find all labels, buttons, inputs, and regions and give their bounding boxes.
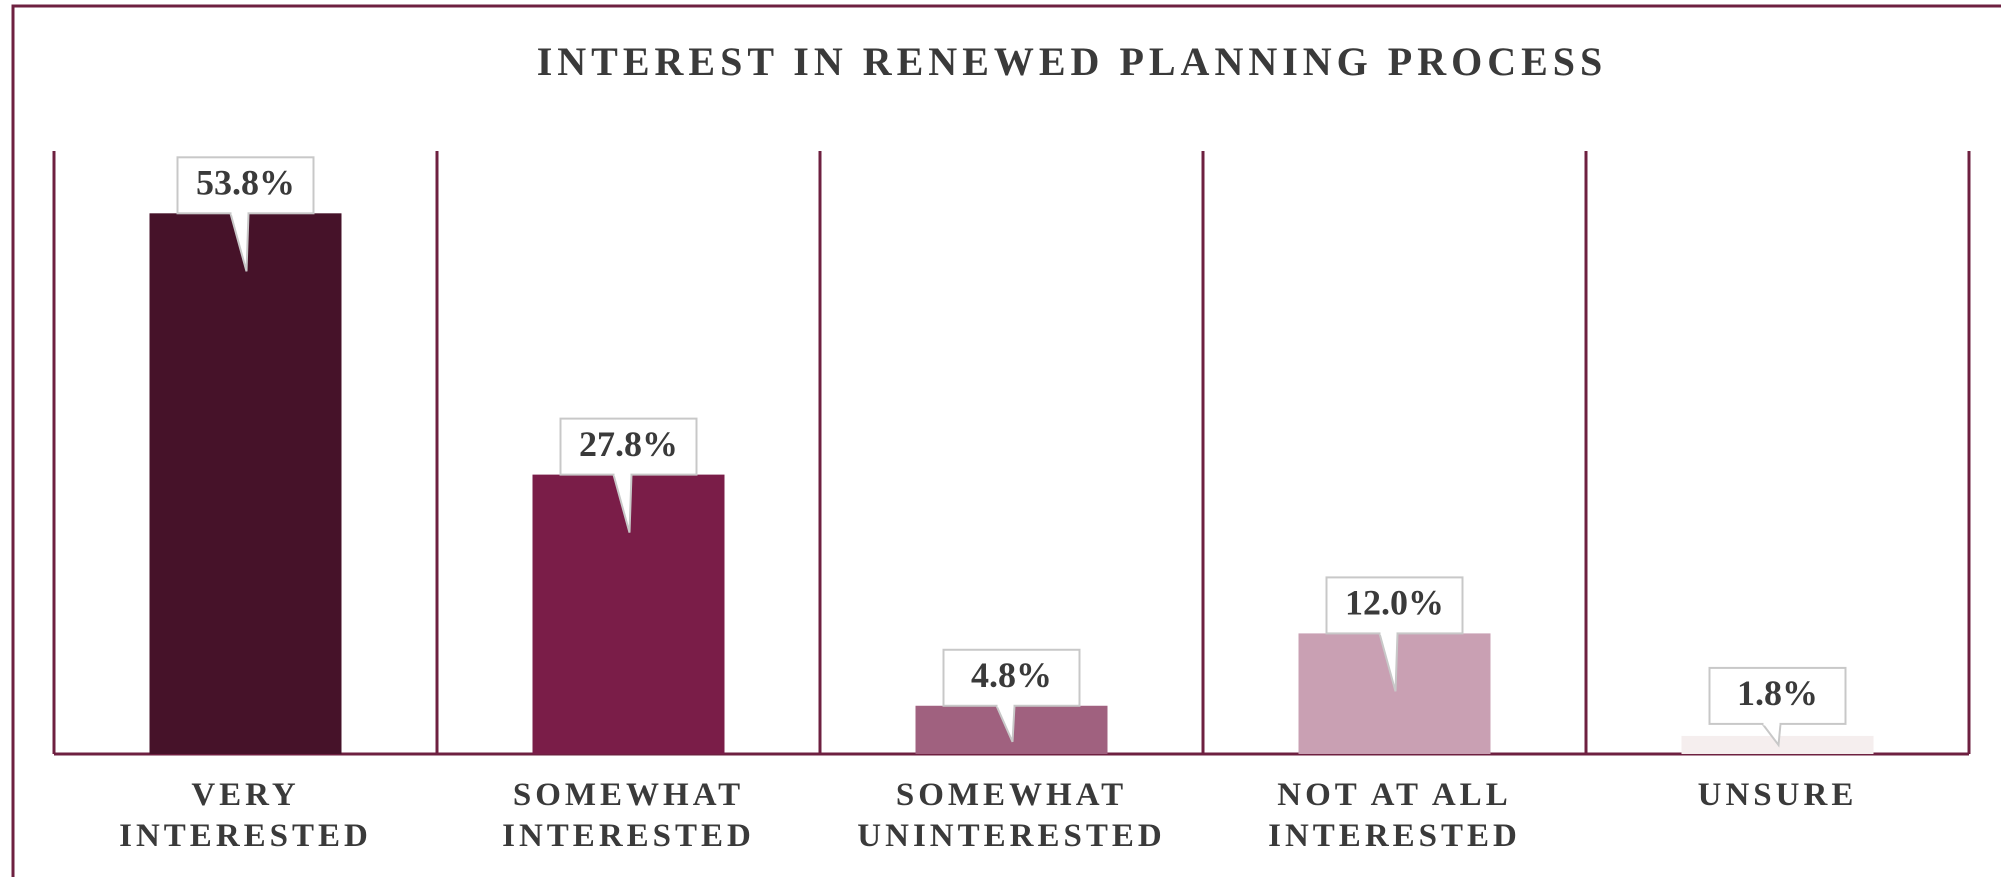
x-tick-label-line: UNINTERESTED (857, 818, 1165, 854)
x-tick-label: NOT AT ALL INTERESTED (1268, 777, 1521, 854)
x-tick-label: UNSURE (1698, 777, 1858, 813)
callout-pointer (995, 705, 1016, 743)
callout-pointer (1378, 633, 1399, 692)
frame (11, 4, 2001, 877)
chart-title: INTEREST IN RENEWED PLANNING PROCESS (537, 39, 1608, 84)
x-tick-label-line: INTERESTED (1268, 818, 1521, 854)
callout-box (1325, 576, 1464, 635)
x-tick-label-line: SOMEWHAT (896, 777, 1127, 813)
x-tick-label-line: INTERESTED (502, 818, 755, 854)
callout-pointer (229, 213, 250, 272)
x-tick-label-line: VERY (191, 777, 299, 813)
value-label: 27.8% (579, 424, 678, 464)
callout-pointer (612, 474, 633, 533)
x-tick-label-line: UNSURE (1698, 777, 1858, 813)
x-tick-label-line: SOMEWHAT (513, 777, 744, 813)
callout-box (1708, 666, 1847, 725)
x-tick-label: SOMEWHAT INTERESTED (502, 777, 755, 854)
callout-box (942, 648, 1081, 707)
value-label: 53.8% (196, 163, 295, 203)
callout-pointer (1761, 723, 1782, 748)
value-label: 1.8% (1737, 673, 1818, 713)
x-tick-label-line: INTERESTED (119, 818, 372, 854)
value-label: 4.8% (971, 655, 1052, 695)
value-label: 12.0% (1345, 583, 1444, 623)
bar (149, 213, 342, 754)
x-tick-label: VERY INTERESTED (119, 777, 372, 854)
x-tick-label: SOMEWHAT UNINTERESTED (857, 777, 1165, 854)
x-tick-label-line: NOT AT ALL (1277, 777, 1511, 813)
callout-box (176, 156, 315, 215)
